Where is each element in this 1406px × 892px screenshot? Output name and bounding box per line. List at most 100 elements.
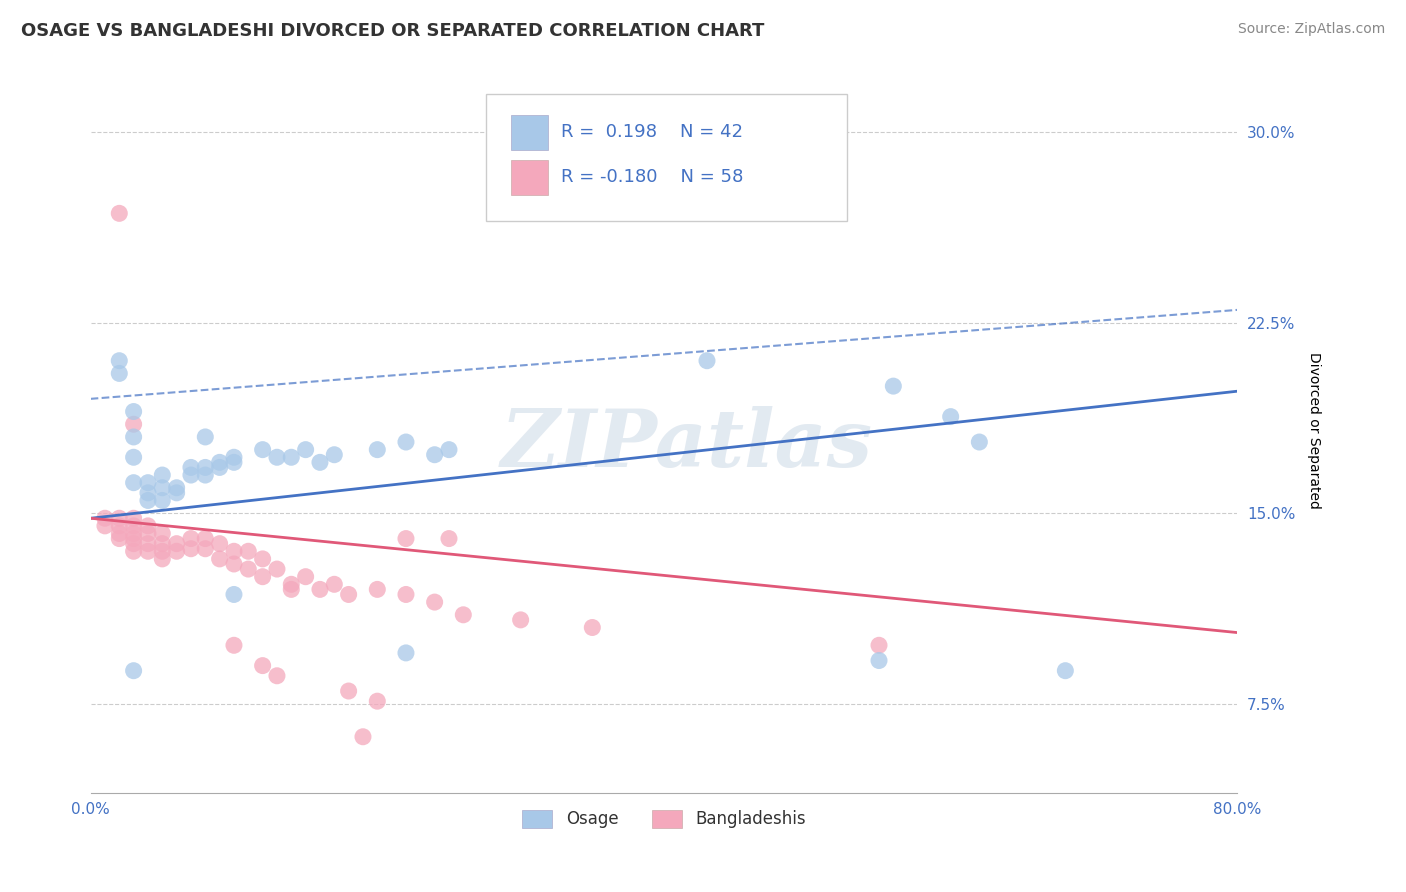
Point — [222, 587, 245, 601]
Point — [509, 613, 531, 627]
Point — [122, 536, 145, 550]
Point — [395, 532, 418, 546]
Point — [122, 519, 145, 533]
Point — [150, 481, 173, 495]
Point — [581, 620, 603, 634]
Point — [280, 582, 302, 597]
Point — [136, 493, 159, 508]
Point — [453, 607, 475, 622]
Point — [122, 430, 145, 444]
Point — [194, 541, 217, 556]
Point — [150, 468, 173, 483]
Point — [238, 544, 260, 558]
Point — [280, 450, 302, 465]
Point — [136, 475, 159, 490]
Point — [150, 552, 173, 566]
Point — [166, 536, 188, 550]
Point — [222, 544, 245, 558]
Point — [208, 455, 231, 469]
Point — [309, 455, 332, 469]
Point — [252, 570, 274, 584]
Point — [323, 448, 346, 462]
Point — [969, 435, 991, 450]
Point — [366, 582, 388, 597]
Point — [395, 587, 418, 601]
Point — [194, 430, 217, 444]
Point — [180, 468, 202, 483]
Point — [108, 511, 131, 525]
Point — [108, 367, 131, 381]
Point — [437, 442, 460, 457]
Point — [266, 450, 288, 465]
Point — [180, 541, 202, 556]
Point — [352, 730, 374, 744]
Point — [696, 353, 718, 368]
Point — [309, 582, 332, 597]
Point — [208, 536, 231, 550]
Point — [136, 544, 159, 558]
Point — [122, 526, 145, 541]
Text: ZIPatlas: ZIPatlas — [501, 407, 873, 483]
Point — [166, 486, 188, 500]
Point — [395, 435, 418, 450]
Point — [437, 532, 460, 546]
Point — [108, 532, 131, 546]
Point — [252, 552, 274, 566]
Text: OSAGE VS BANGLADESHI DIVORCED OR SEPARATED CORRELATION CHART: OSAGE VS BANGLADESHI DIVORCED OR SEPARAT… — [21, 22, 765, 40]
Point — [136, 526, 159, 541]
Point — [122, 511, 145, 525]
Point — [122, 417, 145, 432]
Point — [939, 409, 962, 424]
Point — [180, 532, 202, 546]
Point — [108, 206, 131, 220]
Point — [395, 646, 418, 660]
Point — [252, 442, 274, 457]
Point — [252, 658, 274, 673]
Point — [122, 544, 145, 558]
Point — [108, 353, 131, 368]
Point — [136, 519, 159, 533]
Point — [366, 442, 388, 457]
Point — [150, 536, 173, 550]
Point — [222, 455, 245, 469]
Point — [294, 570, 316, 584]
Point — [280, 577, 302, 591]
Point — [150, 544, 173, 558]
Point — [194, 460, 217, 475]
Point — [208, 552, 231, 566]
Point — [122, 450, 145, 465]
Point — [194, 532, 217, 546]
Point — [366, 694, 388, 708]
Point — [337, 587, 360, 601]
Point — [222, 450, 245, 465]
Point — [136, 536, 159, 550]
Point — [208, 460, 231, 475]
Point — [1054, 664, 1077, 678]
Point — [882, 379, 904, 393]
Point — [150, 526, 173, 541]
Point — [323, 577, 346, 591]
Point — [222, 557, 245, 571]
Point — [294, 442, 316, 457]
Point — [180, 460, 202, 475]
Point — [122, 664, 145, 678]
Point — [868, 638, 890, 652]
Point — [868, 654, 890, 668]
Point — [266, 669, 288, 683]
Point — [238, 562, 260, 576]
Y-axis label: Divorced or Separated: Divorced or Separated — [1306, 352, 1320, 509]
Point — [94, 511, 117, 525]
Point — [108, 526, 131, 541]
Point — [166, 481, 188, 495]
Point — [423, 595, 446, 609]
Point — [122, 475, 145, 490]
Text: R =  0.198    N = 42: R = 0.198 N = 42 — [561, 122, 742, 141]
Point — [136, 486, 159, 500]
Point — [94, 519, 117, 533]
Point — [122, 404, 145, 418]
Text: R = -0.180    N = 58: R = -0.180 N = 58 — [561, 168, 744, 186]
Text: Source: ZipAtlas.com: Source: ZipAtlas.com — [1237, 22, 1385, 37]
Point — [122, 532, 145, 546]
Point — [108, 519, 131, 533]
Point — [150, 493, 173, 508]
